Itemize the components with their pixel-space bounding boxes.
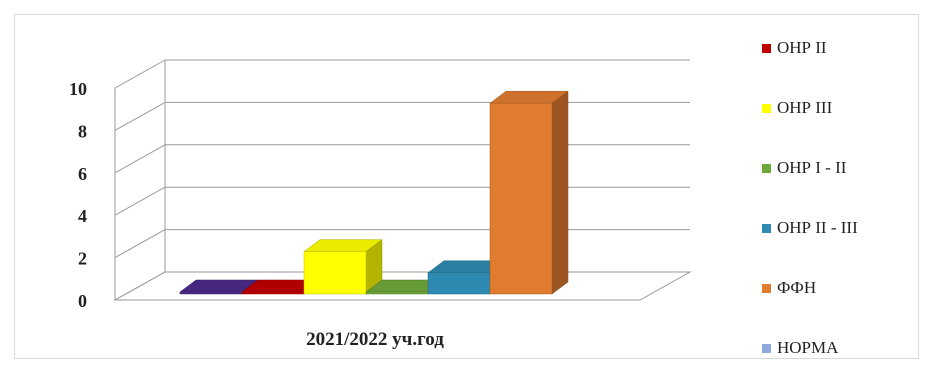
legend-swatch [762, 223, 771, 233]
legend-item: ФФН [762, 278, 816, 298]
legend-label: ОНР II - III [777, 218, 858, 237]
gridline-side [114, 144, 166, 174]
chart-bar [427, 260, 507, 295]
legend-label: ОНР III [777, 98, 833, 117]
legend-item: ОНР I - II [762, 158, 846, 178]
legend-item: ОНР II - III [762, 218, 858, 238]
y-tick-label: 8 [78, 121, 87, 141]
legend-label: ФФН [777, 278, 817, 297]
legend-item: НОРМА [762, 338, 838, 358]
legend-item: ОНР III [762, 98, 832, 118]
legend-item: ОНР II [762, 38, 827, 58]
legend-label: ОНР II [777, 38, 827, 57]
y-axis-ticks: 0 2 4 6 8 10 [69, 79, 87, 311]
y-tick-label: 6 [78, 164, 87, 184]
chart-grid [113, 59, 692, 301]
bar-front-face [489, 102, 553, 295]
bar-side-face [551, 90, 569, 295]
bar-front-face [179, 291, 243, 295]
bar-front-face [241, 291, 305, 295]
legend-swatch [762, 283, 771, 293]
legend-swatch [762, 43, 771, 53]
gridline-side [114, 229, 166, 259]
chart-bar [303, 239, 383, 295]
legend-swatch [762, 343, 771, 353]
gridline-side [114, 59, 166, 89]
bar-front-face [303, 251, 367, 295]
legend-swatch [762, 163, 771, 173]
y-tick-label: 2 [78, 249, 87, 269]
legend-label: ОНР I - II [777, 158, 847, 177]
x-axis-category-label: 2021/2022 уч.год [306, 329, 444, 350]
y-tick-label: 4 [78, 206, 87, 226]
bar-front-face [365, 291, 429, 295]
chart-bars [179, 90, 569, 295]
chart-bar [489, 90, 569, 295]
bar-front-face [427, 272, 491, 295]
gridline-side [114, 186, 166, 216]
legend-swatch [762, 103, 771, 113]
y-tick-label: 0 [78, 291, 87, 311]
legend-label: НОРМА [777, 338, 839, 357]
gridline-side [114, 101, 166, 131]
chart-floor [113, 271, 692, 301]
y-tick-label: 10 [69, 79, 87, 99]
